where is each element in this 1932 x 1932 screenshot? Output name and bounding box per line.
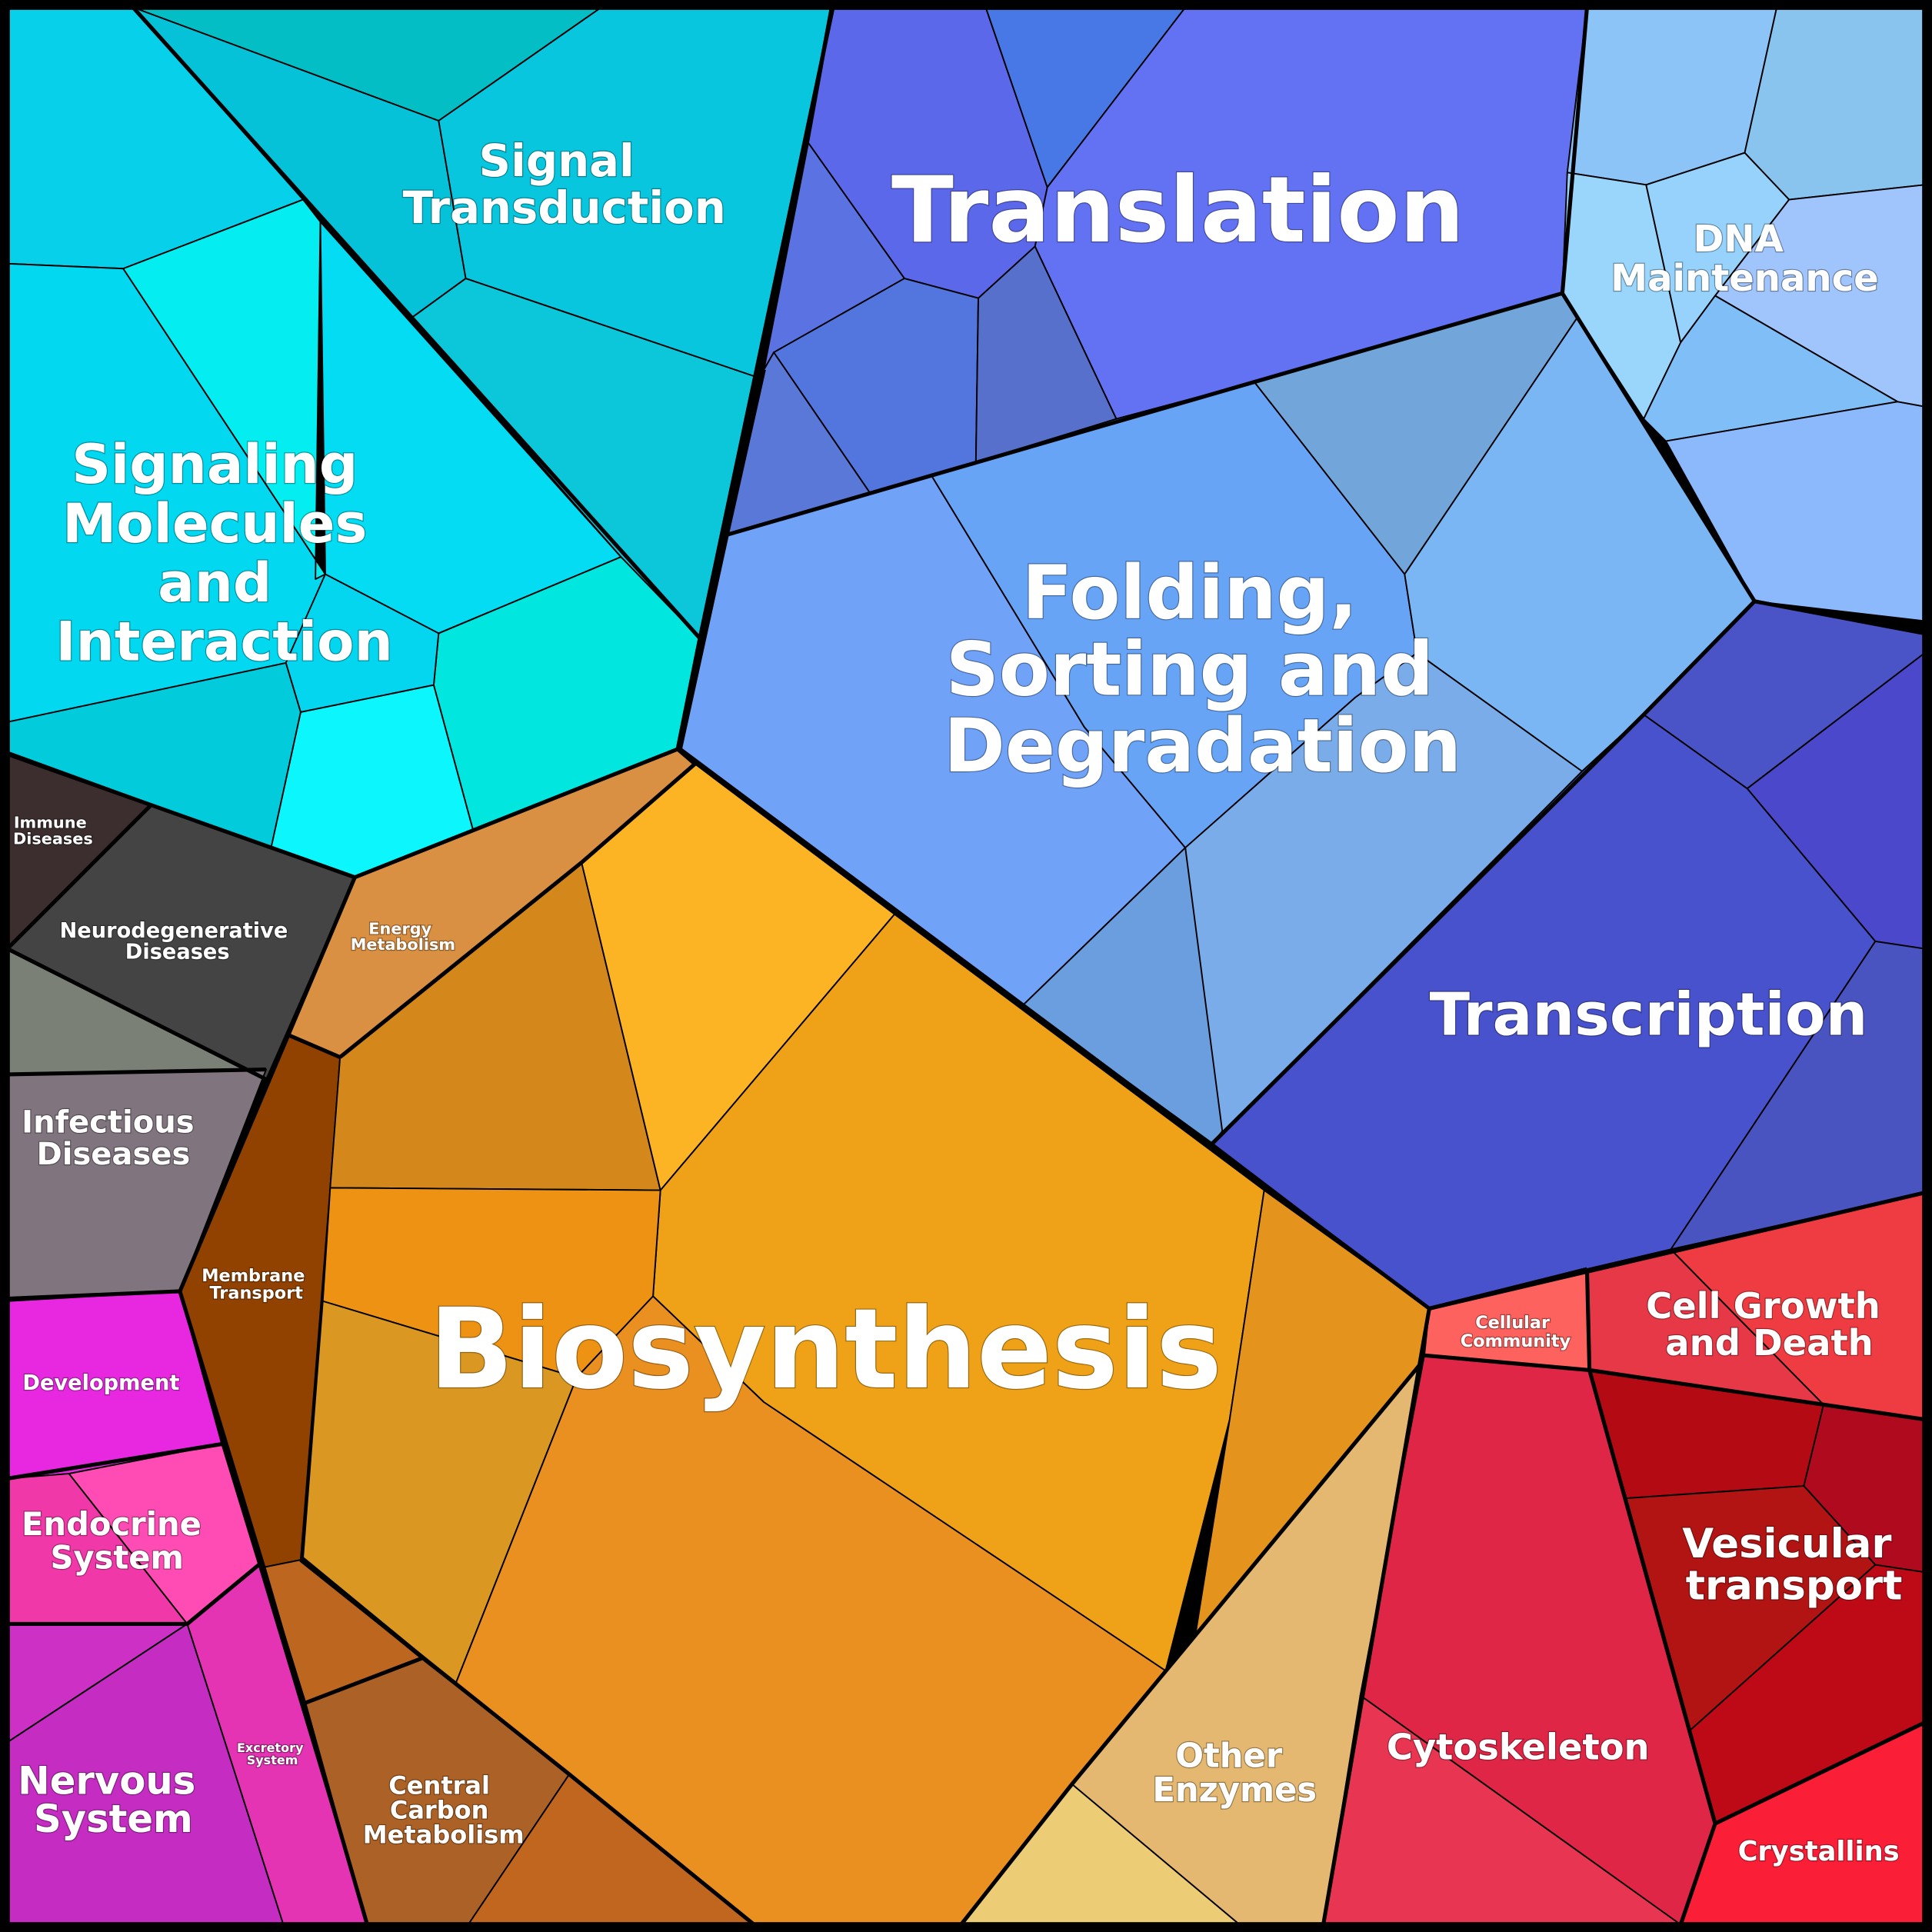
label-infectious-diseases: Infectious Diseases (22, 1104, 205, 1172)
group-dna-maintenance[interactable] (1561, 6, 1926, 622)
label-nervous-system: Nervous System (18, 1759, 208, 1842)
label-dna-maintenance: DNA Maintenance (1611, 218, 1878, 300)
labels: Signaling Molecules and Interaction Sign… (12, 134, 1906, 1868)
label-cell-growth-death: Cell Growth and Death (1646, 1285, 1893, 1364)
group-transcription[interactable] (1211, 600, 1926, 1310)
label-signal-transduction: Signal Transduction (403, 135, 726, 234)
label-excretory-system: Excretory System (237, 1740, 308, 1767)
label-neurodegenerative: Neurodegenerative Diseases (60, 919, 295, 964)
group-borders (5, 5, 1926, 1927)
group-metabolism[interactable] (178, 748, 1431, 1926)
group-signal-transduction[interactable] (132, 6, 831, 639)
group-cellular-processes[interactable] (1322, 1191, 1926, 1926)
label-vesicular-transport: Vesicular transport (1682, 1521, 1906, 1609)
label-biosynthesis: Biosynthesis (429, 1285, 1222, 1414)
label-immune-diseases: Immune Diseases (13, 814, 93, 848)
group-signaling-molecules[interactable] (6, 6, 701, 878)
label-folding-sorting: Folding, Sorting and Degradation (944, 550, 1461, 789)
label-crystallins: Crystallins (1738, 1836, 1900, 1867)
group-translation[interactable] (726, 6, 1588, 536)
label-central-carbon: Central Carbon Metabolism (363, 1771, 525, 1850)
label-endocrine-system: Endocrine System (22, 1505, 212, 1576)
label-membrane-transport: Membrane Transport (202, 1266, 311, 1303)
label-other-enzymes: Other Enzymes (1152, 1737, 1317, 1810)
label-signaling-molecules: Signaling Molecules and Interaction (55, 433, 392, 674)
label-translation: Translation (891, 157, 1464, 263)
label-transcription: Transcription (1430, 981, 1868, 1050)
label-cellular-community: Cellular Community (1461, 1313, 1571, 1351)
label-development: Development (22, 1371, 179, 1395)
label-cytoskeleton: Cytoskeleton (1387, 1727, 1650, 1768)
group-folding-sorting[interactable] (679, 292, 1756, 1144)
label-energy-metabolism: Energy Metabolism (351, 919, 455, 954)
group-organismal-systems[interactable] (6, 1290, 368, 1926)
